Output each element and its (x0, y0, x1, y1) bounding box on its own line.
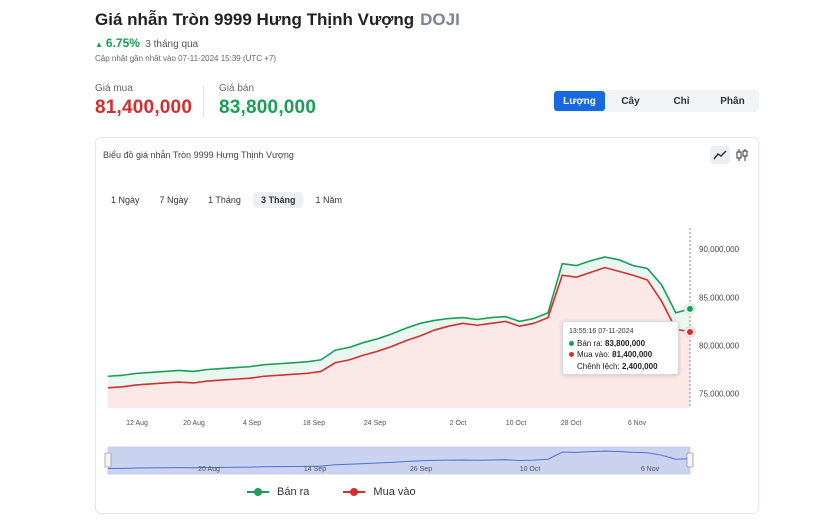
navigator-tick-label: 6 Nov (641, 466, 660, 473)
range-tab-1-year[interactable]: 1 Năm (315, 195, 342, 205)
navigator-tick-label: 20 Aug (198, 466, 220, 473)
buy-price-label: Giá mua (95, 83, 133, 94)
range-tab-7-days[interactable]: 7 Ngày (159, 195, 189, 205)
series-line-buy (107, 266, 691, 389)
sell-price-value: 83,800,000 (219, 97, 317, 118)
product-name: Giá nhẫn Tròn 9999 Hưng Thịnh Vượng (95, 10, 415, 29)
range-tab-1-month[interactable]: 1 Tháng (208, 195, 241, 205)
legend-label-buy: Mua vào (373, 486, 416, 498)
legend-label-sell: Bán ra (277, 486, 310, 498)
tooltip-buy-row: Mua vào: 81,400,000 (569, 349, 672, 361)
series-line-sell (107, 256, 691, 378)
tooltip-sell-value: 83,800,000 (605, 338, 646, 348)
sell-legend-icon (247, 488, 269, 496)
line-chart-icon[interactable] (710, 146, 730, 164)
tooltip-buy-value: 81,400,000 (612, 350, 653, 359)
tooltip-time: 13:55:16 07-11-2024 (569, 328, 634, 335)
sell-area-fill (108, 256, 690, 388)
chart-card: Biểu đồ giá nhẫn Tròn 9999 Hưng Thịnh Vư… (95, 137, 759, 514)
buy-marker (687, 328, 693, 335)
range-tabs: 1 Ngày 7 Ngày 1 Tháng 3 Tháng 1 Năm (103, 192, 350, 208)
brand-label: DOJI (420, 10, 460, 29)
price-change: ▲ 6.75% 3 tháng qua (95, 36, 198, 50)
chart-title: Biểu đồ giá nhẫn Tròn 9999 Hưng Thịnh Vư… (103, 150, 294, 160)
x-tick-label: 20 Aug (183, 420, 205, 427)
navigator-handle-left (104, 452, 112, 468)
candlestick-icon[interactable] (732, 146, 752, 164)
x-tick-label: 10 Oct (506, 420, 527, 427)
y-tick-label: 85,000,000 (699, 293, 740, 302)
chart-legend: Bán ra Mua vào (247, 486, 416, 498)
range-tab-3-months[interactable]: 3 Tháng (252, 192, 304, 208)
sell-price-label: Giá bán (219, 83, 255, 94)
price-divider (203, 86, 204, 118)
tooltip-diff-label: Chênh lệch: (577, 361, 620, 371)
sell-marker (687, 305, 693, 312)
range-tab-1-day[interactable]: 1 Ngày (111, 195, 140, 205)
navigator-tick-label: 14 Sep (304, 466, 326, 473)
page-title: Giá nhẫn Tròn 9999 Hưng Thịnh Vượng DOJI (95, 10, 460, 30)
x-tick-label: 28 Oct (561, 420, 582, 427)
buy-dot-icon (569, 352, 574, 358)
tooltip-sell-row: Bán ra: 83,800,000 (569, 338, 672, 350)
x-tick-label: 4 Sep (243, 420, 261, 427)
sell-dot-icon (569, 340, 574, 346)
x-tick-label: 24 Sep (364, 420, 386, 427)
y-tick-label: 75,000,000 (699, 390, 740, 399)
chart-tooltip: 13:55:16 07-11-2024 Bán ra: 83,800,000 M… (562, 321, 679, 375)
change-period: 3 tháng qua (145, 39, 199, 50)
tooltip-buy-label: Mua vào: (577, 350, 610, 359)
tooltip-sell-label: Bán ra: (577, 338, 603, 348)
y-tick-label: 90,000,000 (699, 245, 740, 254)
tab-cay[interactable]: Cây (621, 95, 640, 107)
buy-area-fill (108, 267, 690, 408)
buy-legend-icon (343, 488, 366, 496)
x-tick-label: 12 Aug (126, 420, 148, 427)
x-tick-label: 18 Sep (303, 420, 325, 427)
legend-item-sell[interactable]: Bán ra (247, 486, 309, 498)
last-updated: Cập nhật gần nhất vào 07-11-2024 15:39 (… (95, 54, 277, 63)
tab-phan[interactable]: Phân (720, 95, 745, 107)
legend-item-buy[interactable]: Mua vào (343, 486, 416, 498)
x-tick-label: 6 Nov (628, 420, 647, 427)
x-tick-label: 2 Oct (450, 420, 467, 427)
tab-chi[interactable]: Chỉ (673, 95, 690, 107)
navigator-handle-right (686, 452, 694, 468)
navigator-line (107, 450, 691, 469)
navigator-tick-label: 26 Sep (410, 466, 432, 473)
navigator-tick-label: 10 Oct (520, 466, 541, 473)
change-percent: 6.75% (105, 36, 140, 50)
buy-price-value: 81,400,000 (95, 97, 193, 118)
tooltip-diff-value: 2,400,000 (621, 361, 658, 371)
y-tick-label: 80,000,000 (699, 341, 740, 350)
unit-tabs: Lượng Cây Chỉ Phân (553, 90, 759, 112)
tooltip-diff-row: Chênh lệch: 2,400,000 (569, 361, 672, 373)
triangle-up-icon: ▲ (95, 40, 103, 49)
tab-luong[interactable]: Lượng (554, 91, 605, 111)
